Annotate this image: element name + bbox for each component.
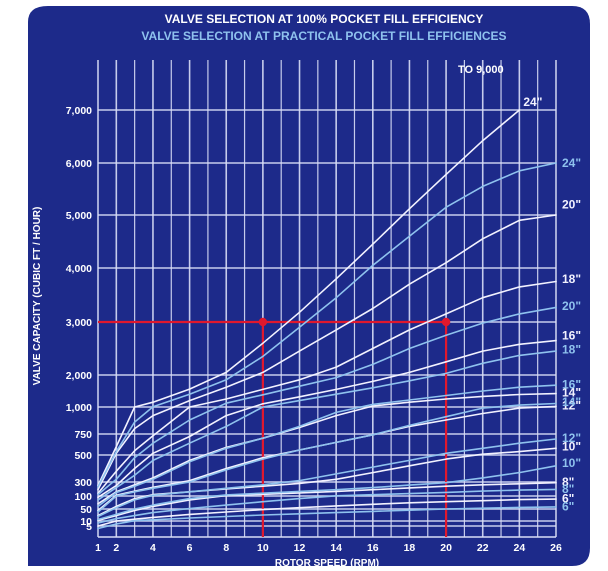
curve-label-full-12in: 12"	[562, 398, 581, 412]
curve-full-8in	[97, 481, 557, 522]
curve-label-practical-8in: 8"	[562, 482, 574, 496]
chart-title: VALVE SELECTION AT 100% POCKET FILL EFFI…	[165, 12, 484, 26]
x-tick-label: 8	[223, 542, 229, 554]
curve-full-6in	[97, 498, 557, 527]
x-tick-label: 1	[95, 542, 101, 554]
curve-label-full-10in: 10"	[562, 440, 581, 454]
selection-point	[441, 317, 451, 327]
y-tick-label: 1,000	[66, 402, 92, 414]
x-tick-label: 16	[367, 542, 379, 554]
curve-label-practical-16in: 16"	[562, 378, 581, 392]
curve-practical-8in	[97, 488, 557, 524]
x-axis-title: ROTOR SPEED (RPM)	[275, 558, 379, 569]
y-tick-label: 3,000	[66, 317, 92, 329]
y-tick-label: 300	[74, 477, 92, 489]
y-tick-label: 4,000	[66, 263, 92, 275]
curve-label-practical-18in: 18"	[562, 343, 581, 357]
curve-label-full-14in: 14"	[562, 386, 581, 400]
curve-practical-24in	[97, 162, 557, 488]
curve-label-practical-24in: 24"	[562, 156, 581, 170]
curve-label-practical-10in: 10"	[562, 456, 581, 470]
y-tick-label: 5	[86, 521, 92, 533]
x-tick-label: 22	[477, 542, 489, 554]
curve-full-14in	[97, 392, 557, 505]
curve-label-practical-14in: 14"	[562, 395, 581, 409]
curve-practical-20in	[97, 306, 557, 496]
curve-label-full-18in: 18"	[562, 272, 581, 286]
y-tick-label: 500	[74, 450, 92, 462]
y-tick-label: 100	[74, 491, 92, 503]
y-tick-label: 750	[74, 429, 92, 441]
x-tick-label: 12	[294, 542, 306, 554]
curve-label-full-8in: 8"	[562, 475, 574, 489]
y-tick-label: 5,000	[66, 210, 92, 222]
curve-full-18in	[97, 280, 557, 494]
x-tick-label: 14	[330, 542, 342, 554]
curve-practical-12in	[97, 438, 557, 518]
grid	[97, 60, 557, 538]
curve-label-practical-20in: 20"	[562, 299, 581, 313]
curve-practical-10in	[97, 465, 557, 521]
x-tick-label: 10	[257, 542, 269, 554]
curve-practical-16in	[97, 384, 557, 508]
curve-full-24in	[97, 109, 521, 487]
curve-full-20in	[97, 214, 557, 491]
selection-point	[258, 317, 268, 327]
x-tick-label: 26	[550, 542, 562, 554]
curve-practical-18in	[97, 350, 557, 501]
y-tick-label: 6,000	[66, 158, 92, 170]
curve-label-full-20in: 20"	[562, 198, 581, 212]
curve-label-full-6in: 6"	[562, 492, 574, 506]
chart-subtitle: VALVE SELECTION AT PRACTICAL POCKET FILL…	[141, 29, 506, 43]
curve-full-16in	[97, 339, 557, 499]
curve-label-practical-12in: 12"	[562, 431, 581, 445]
curve-end-labels: 24"20"18"16"14"12"10"8"6"24"20"18"16"14"…	[258, 95, 581, 513]
y-tick-label: 10	[80, 516, 92, 528]
curve-label-full-16in: 16"	[562, 328, 581, 342]
x-tick-label: 6	[187, 542, 193, 554]
x-tick-label: 18	[404, 542, 416, 554]
y-axis-title: VALVE CAPACITY (CUBIC FT / HOUR)	[32, 207, 43, 386]
x-tick-label: 4	[150, 542, 156, 554]
x-tick-label: 20	[440, 542, 452, 554]
x-tick-label: 2	[113, 542, 119, 554]
y-tick-label: 7,000	[66, 105, 92, 117]
y-tick-label: 2,000	[66, 370, 92, 382]
curve-label-practical-6in: 6"	[562, 499, 574, 513]
tick-labels: 1 2 4 6 8 10 12 14 16 18 20 22 24 2651050100300500750…	[66, 105, 562, 554]
curve-label-full-24in: 24"	[523, 95, 542, 109]
annotation-to-9000: TO 9,000	[458, 64, 504, 76]
curve-practical-14in	[97, 402, 557, 513]
chart-background	[28, 6, 590, 566]
curve-practical-6in	[97, 506, 557, 530]
capacity-curves	[97, 109, 557, 530]
curve-full-10in	[97, 447, 557, 517]
y-tick-label: 50	[80, 504, 92, 516]
x-tick-label: 24	[514, 542, 526, 554]
